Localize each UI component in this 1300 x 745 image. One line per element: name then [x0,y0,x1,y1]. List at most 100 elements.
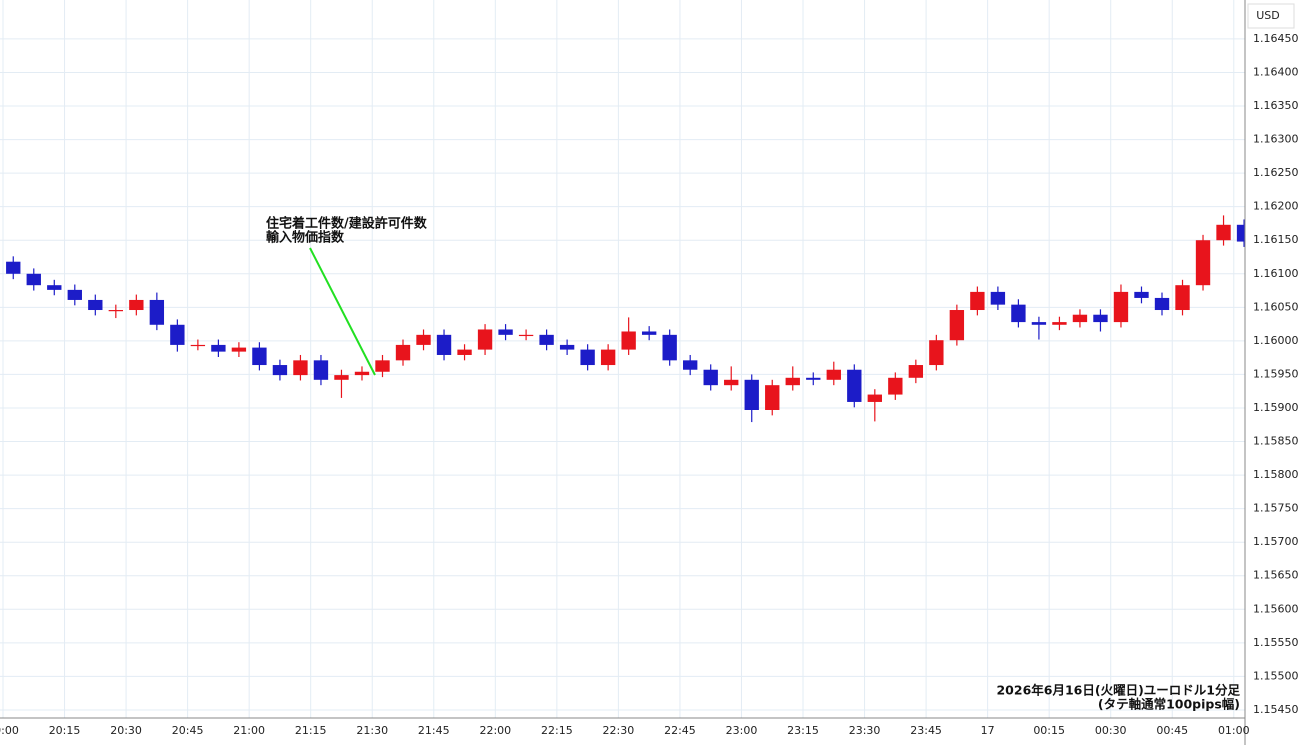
y-tick-label: 1.15700 [1253,535,1299,548]
candle-body [334,375,349,380]
candle-body [457,349,472,355]
candle-body [539,334,554,345]
candle-body [949,310,965,341]
candle-body [703,369,718,386]
candle-body [47,285,62,290]
candle-body [211,344,226,352]
x-tick-label: 21:30 [356,724,388,737]
candle-body [26,273,41,286]
y-axis-label: USD [1256,9,1280,22]
x-tick-label: 21:45 [418,724,450,737]
candles [6,215,1245,423]
y-tick-label: 1.15800 [1253,468,1299,481]
candle-body [929,340,944,366]
candle-body [1175,285,1190,311]
grid [0,0,1245,718]
y-tick-label: 1.15650 [1253,569,1299,582]
x-tick-label: 23:00 [726,724,758,737]
x-tick-label: 23:45 [910,724,942,737]
candle-body [1154,297,1170,311]
annotation-line [309,247,376,376]
y-tick-label: 1.16100 [1253,267,1299,280]
x-tick-label: 22:45 [664,724,696,737]
y-tick-label: 1.16300 [1253,133,1299,146]
x-tick-label: 20:45 [172,724,204,737]
candle-body [724,379,739,386]
y-tick-label: 1.15900 [1253,401,1299,414]
candle-body [559,344,575,350]
x-tick-label: 20:30 [110,724,142,737]
y-tick-label: 1.15500 [1253,669,1299,682]
x-tick-label: 21:15 [295,724,327,737]
candle-body [888,377,903,395]
x-tick-label: 01:00 [1218,724,1250,737]
candle-body [231,347,247,352]
candle-body [498,329,513,335]
candle-body [477,329,493,350]
candle-body [375,360,390,372]
y-tick-label: 1.15950 [1253,367,1299,380]
candle-body [785,377,800,386]
candle-body [395,344,411,361]
x-tick-label: 00:15 [1033,724,1065,737]
x-tick-label: 23:30 [849,724,881,737]
candle-body [867,394,882,402]
candle-body [518,334,534,337]
annotation: 輸入物価指数 [266,230,345,246]
candle-body [272,365,288,376]
x-tick-label: 00:45 [1156,724,1188,737]
candle-body [1236,224,1245,242]
y-tick-label: 1.15750 [1253,502,1299,515]
candle-body [67,289,82,300]
x-tick-label: 22:00 [479,724,511,737]
candle-body [129,299,144,311]
y-tick-label: 1.16350 [1253,99,1299,112]
x-tick-label: 00:30 [1095,724,1127,737]
y-tick-label: 1.16000 [1253,334,1299,347]
candle-body [313,360,329,380]
candle-body [6,261,21,274]
x-tick-label: 20:00 [0,724,19,737]
note: 2026年6月16日(火曜日)ユーロドル1分足 [996,683,1240,698]
y-tick-label: 1.16250 [1253,166,1299,179]
y-axis-label-box [1247,3,1295,29]
y-tick-label: 1.15550 [1253,636,1299,649]
candle-body [1072,314,1088,323]
candle-body [1195,240,1211,286]
candle-body [908,365,924,378]
candle-body [580,349,595,366]
candle-body [1093,314,1108,323]
candle-body [1216,224,1231,241]
y-tick-label: 1.16200 [1253,200,1299,213]
y-tick-label: 1.16150 [1253,233,1299,246]
candle-body [744,379,759,410]
candle-body [88,299,103,311]
candle-body [1052,322,1067,325]
candle-body [170,324,185,345]
candle-body [970,291,985,311]
candle-body [600,349,616,366]
annotation: 住宅着工件数/建設許可件数 [266,216,428,232]
candle-body [990,291,1006,305]
candle-body [1134,291,1149,298]
candle-body [252,347,267,366]
candle-body [621,331,636,350]
candle-body [293,360,308,376]
y-tick-label: 1.15850 [1253,435,1299,448]
candle-body [416,334,431,345]
candle-body [662,334,677,361]
x-tick-label: 17 [981,724,995,737]
x-tick-label: 21:00 [233,724,265,737]
candle-body [1031,322,1047,325]
y-tick-label: 1.15450 [1253,703,1299,716]
candle-body [1113,291,1129,323]
candle-body [847,369,862,402]
candle-body [149,299,165,325]
candle-body [1011,304,1026,323]
y-tick-label: 1.15600 [1253,602,1299,615]
note: (タテ軸通常100pips幅) [1098,697,1240,712]
x-tick-label: 22:15 [541,724,573,737]
candle-body [354,371,370,376]
ticks: 1.16450 1.16400 1.16350 1.16300 1.16250 1.162… [0,32,1299,737]
